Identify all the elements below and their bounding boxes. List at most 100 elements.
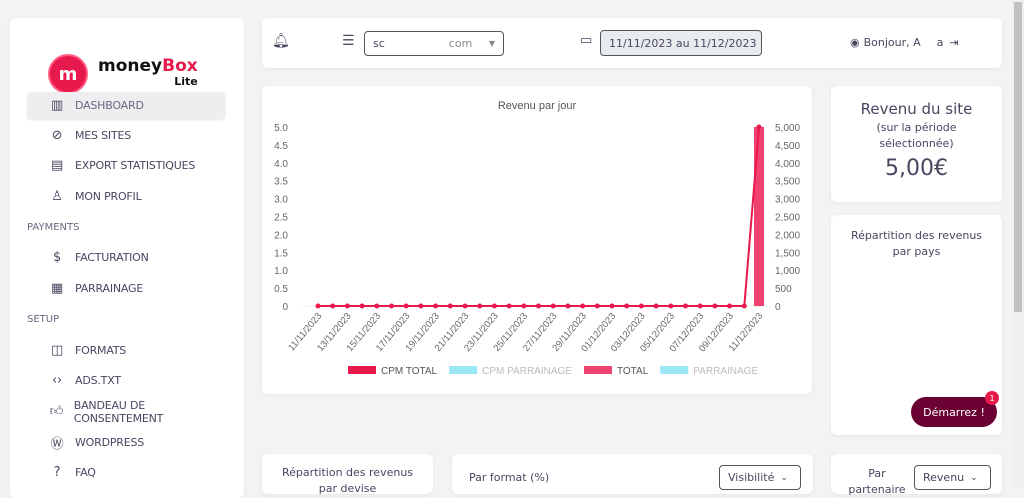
y-right-tick-label: 1,000 — [775, 266, 800, 277]
y-left-tick-label: 0.5 — [274, 284, 288, 295]
columns-icon: ◫ — [50, 343, 64, 358]
chevron-down-icon: ▼ — [488, 39, 495, 48]
sidebar-item-label: MES SITES — [75, 129, 131, 142]
code-icon: ‹› — [52, 373, 62, 388]
y-left-tick-label: 0 — [282, 302, 288, 313]
file-icon: ▤ — [50, 158, 64, 173]
chevron-down-icon: ⌄ — [780, 472, 788, 483]
calendar-icon: ▭ — [580, 33, 593, 48]
site-select[interactable]: sc com ▼ — [364, 31, 504, 56]
logo[interactable]: m moneyBox Lite — [48, 54, 198, 94]
sidebar-item-dashboard[interactable]: ▥ DASHBOARD — [27, 92, 225, 119]
y-left-tick-label: 3.5 — [274, 177, 288, 188]
notification-badge: 1 — [985, 391, 999, 405]
line-point — [506, 303, 512, 309]
format-title: Par format (%) — [469, 471, 550, 484]
sidebar-item-label: WORDPRESS — [75, 436, 145, 449]
y-right-tick-label: 4,500 — [775, 141, 800, 152]
line-point — [418, 303, 424, 309]
line-point — [447, 303, 453, 309]
y-left-tick-label: 2.0 — [274, 230, 288, 241]
partner-select[interactable]: Revenu ⌄ — [914, 465, 991, 490]
sliders-icon: ☰ — [342, 33, 355, 49]
line-point — [536, 303, 541, 309]
sidebar-item-profil[interactable]: ♙ MON PROFIL — [27, 183, 225, 210]
question-icon: ? — [53, 465, 61, 480]
line-point — [668, 303, 674, 309]
line-point — [609, 303, 615, 309]
device-card: Répartition des revenus par devise — [262, 454, 433, 495]
y-right-tick-label: 0 — [775, 302, 781, 313]
partner-card: Par partenaire Revenu ⌄ — [831, 454, 1002, 496]
bar-total — [754, 127, 764, 306]
sidebar: m moneyBox Lite ▥ DASHBOARD ⊘ MES SITES ▤ EX… — [10, 18, 244, 498]
sidebar-item-faq[interactable]: ? FAQ — [27, 459, 225, 486]
y-right-tick-label: 500 — [775, 284, 792, 295]
scrollbar[interactable] — [1012, 0, 1024, 488]
scrollbar-thumb[interactable] — [1014, 2, 1022, 312]
sidebar-item-parrainage[interactable]: ▦ PARRAINAGE — [27, 275, 225, 302]
sidebar-item-label: MON PROFIL — [75, 190, 142, 203]
sidebar-item-label: ADS.TXT — [75, 374, 121, 387]
gift-icon: ▦ — [50, 281, 64, 296]
chart-title: Revenu par jour — [498, 100, 577, 112]
country-title: Répartition des revenus par pays — [850, 229, 983, 258]
y-right-tick-label: 2,500 — [775, 213, 800, 224]
line-point — [683, 303, 688, 309]
line-point — [697, 303, 703, 309]
revenue-card: Revenu du site (sur la période sélection… — [831, 86, 1002, 202]
sidebar-item-wordpress[interactable]: Ⓦ WORDPRESS — [27, 429, 225, 456]
format-card: Par format (%) Visibilité ⌄ — [452, 454, 813, 494]
partner-title: Par partenaire — [848, 467, 906, 496]
chevron-down-icon: ⌄ — [970, 472, 978, 483]
section-payments: PAYMENTS — [27, 222, 80, 233]
line-point — [712, 303, 718, 309]
y-right-tick-label: 2,000 — [775, 230, 800, 241]
compass-icon: ⊘ — [51, 128, 63, 143]
y-left-tick-label: 5.0 — [274, 123, 288, 134]
format-select[interactable]: Visibilité ⌄ — [719, 465, 801, 490]
date-range-input[interactable]: 11/11/2023 au 11/12/2023 — [600, 30, 762, 56]
line-point — [580, 303, 586, 309]
sidebar-item-label: DASHBOARD — [75, 99, 144, 112]
sidebar-item-mes-sites[interactable]: ⊘ MES SITES — [27, 122, 225, 149]
legend-label: TOTAL — [617, 366, 649, 377]
sidebar-item-formats[interactable]: ◫ FORMATS — [27, 337, 225, 364]
logo-icon: m — [48, 54, 88, 94]
user-icon: ♙ — [51, 189, 63, 204]
logout-icon[interactable]: ⇥ — [949, 35, 959, 49]
logo-text: moneyBox Lite — [98, 56, 198, 89]
line-point — [315, 303, 321, 309]
line-point — [477, 303, 483, 309]
sidebar-item-facturation[interactable]: $ FACTURATION — [27, 244, 225, 271]
bell-icon[interactable]: 🔔︎ — [272, 33, 290, 49]
line-point — [374, 303, 380, 309]
topbar: 🔔︎ ☰ sc com ▼ ▭ 11/11/2023 au 11/12/2023 ◉… — [262, 18, 1002, 68]
sidebar-item-bandeau[interactable]: 👍︎ BANDEAU DE CONSENTEMENT — [27, 398, 225, 425]
legend-swatch — [660, 366, 689, 374]
legend-swatch — [348, 366, 376, 374]
line-point — [756, 124, 762, 130]
y-left-tick-label: 4.0 — [274, 159, 288, 170]
bar-chart-icon: ▥ — [50, 98, 64, 113]
line-point — [638, 303, 644, 309]
thumbs-up-icon: 👍︎ — [49, 404, 64, 419]
y-left-tick-label: 4.5 — [274, 141, 288, 152]
demarrez-button[interactable]: Démarrez ! 1 — [911, 391, 999, 427]
line-point — [491, 303, 497, 309]
y-left-tick-label: 3.0 — [274, 195, 288, 206]
line-point — [344, 303, 350, 309]
legend-swatch — [449, 366, 478, 374]
legend-label: CPM PARRAINAGE — [482, 366, 572, 377]
dollar-icon: $ — [52, 250, 62, 265]
sidebar-item-label: BANDEAU DE CONSENTEMENT — [73, 398, 164, 425]
revenue-per-day-chart: Revenu par jour 0 0.5 1.0 1.5 2.0 2.5 3.0 3.5 4.0… — [262, 86, 812, 394]
y-right-tick-label: 3,000 — [775, 195, 800, 206]
line-point — [594, 303, 600, 309]
line-point — [565, 303, 571, 309]
sidebar-item-export[interactable]: ▤ EXPORT STATISTIQUES — [27, 152, 225, 179]
sidebar-item-label: FORMATS — [75, 344, 127, 357]
sidebar-item-ads-txt[interactable]: ‹› ADS.TXT — [27, 367, 225, 394]
device-title: Répartition des revenus par devise — [281, 466, 414, 495]
